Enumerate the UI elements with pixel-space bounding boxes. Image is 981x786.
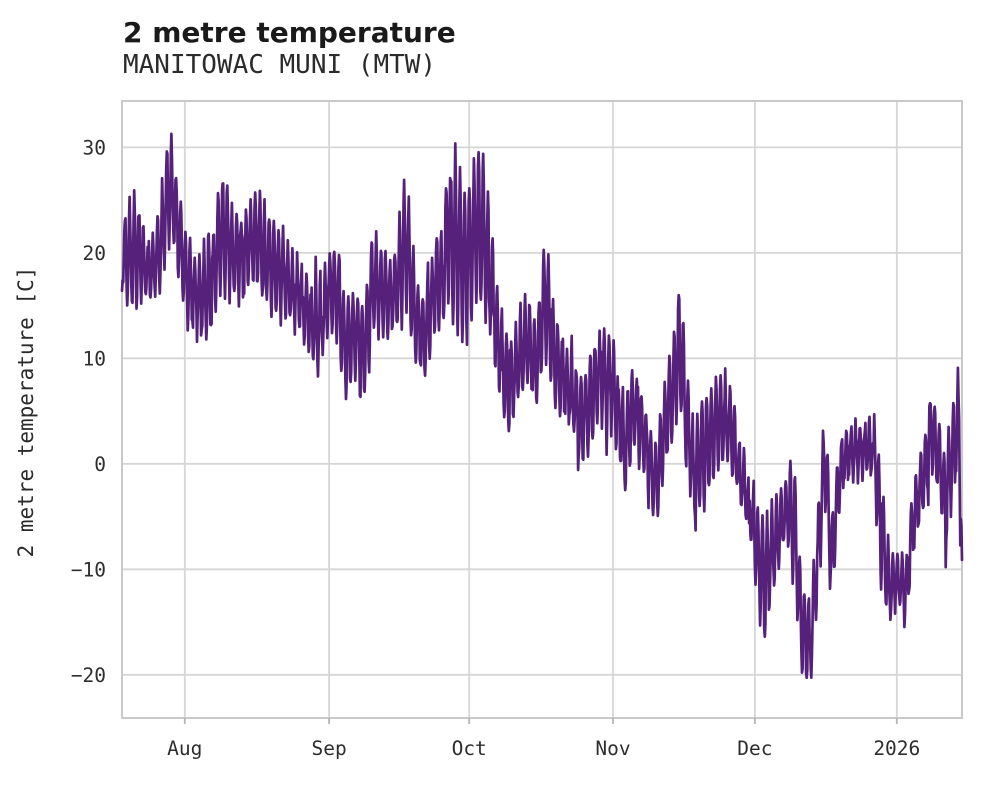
plot-border xyxy=(121,100,963,719)
x-tick-label: Oct xyxy=(452,737,487,760)
x-tick-label: Dec xyxy=(737,737,772,760)
temperature-line xyxy=(120,132,964,680)
x-tick-label: 2026 xyxy=(873,737,920,760)
x-tick-label: Aug xyxy=(167,737,202,760)
y-tick-label: 30 xyxy=(83,136,106,159)
x-tick-label: Sep xyxy=(311,737,346,760)
chart-subtitle: MANITOWAC MUNI (MTW) xyxy=(123,50,437,80)
chart-title: 2 metre temperature xyxy=(123,16,456,49)
x-tick-label: Nov xyxy=(595,737,630,760)
y-axis-label: 2 metre temperature [C] xyxy=(14,266,38,558)
y-tick-label: −10 xyxy=(71,558,106,581)
y-tick-label: 10 xyxy=(83,347,106,370)
y-tick-label: −20 xyxy=(71,664,106,687)
y-tick-label: 20 xyxy=(83,242,106,265)
y-tick-label: 0 xyxy=(94,453,106,476)
